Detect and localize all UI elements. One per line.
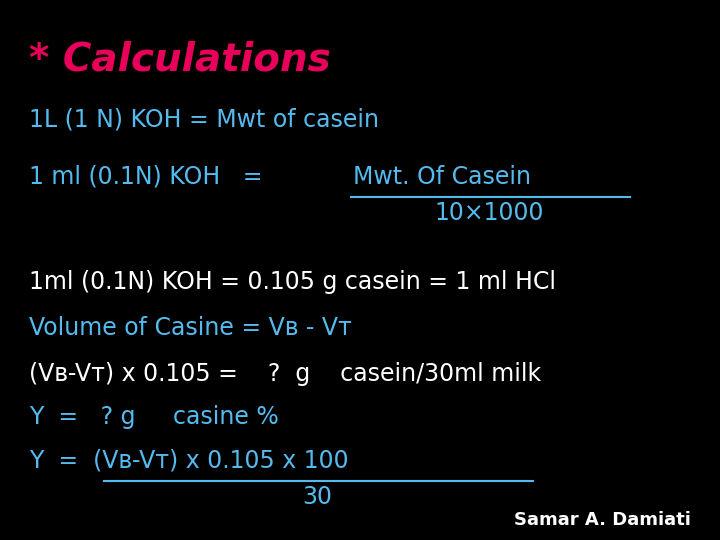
Text: 10×1000: 10×1000 [435, 201, 544, 225]
Text: * Calculations: * Calculations [29, 40, 330, 78]
Text: Volume of Casine = Vʙ - Vᴛ: Volume of Casine = Vʙ - Vᴛ [29, 316, 351, 340]
Text: Y  =  (Vʙ-Vᴛ) x 0.105 x 100: Y = (Vʙ-Vᴛ) x 0.105 x 100 [29, 448, 348, 472]
Text: Y  =   ? g     casine %: Y = ? g casine % [29, 405, 279, 429]
Text: Mwt. Of Casein: Mwt. Of Casein [353, 165, 531, 188]
Text: 30: 30 [302, 485, 332, 509]
Text: (Vʙ-Vᴛ) x 0.105 =    ?  g    casein/30ml milk: (Vʙ-Vᴛ) x 0.105 = ? g casein/30ml milk [29, 362, 541, 386]
Text: 1ml (0.1N) KOH = 0.105 g casein = 1 ml HCl: 1ml (0.1N) KOH = 0.105 g casein = 1 ml H… [29, 270, 556, 294]
Text: Samar A. Damiati: Samar A. Damiati [514, 511, 691, 529]
Text: 1L (1 N) KOH = Mwt of casein: 1L (1 N) KOH = Mwt of casein [29, 108, 379, 132]
Text: 1 ml (0.1N) KOH   =: 1 ml (0.1N) KOH = [29, 165, 277, 188]
